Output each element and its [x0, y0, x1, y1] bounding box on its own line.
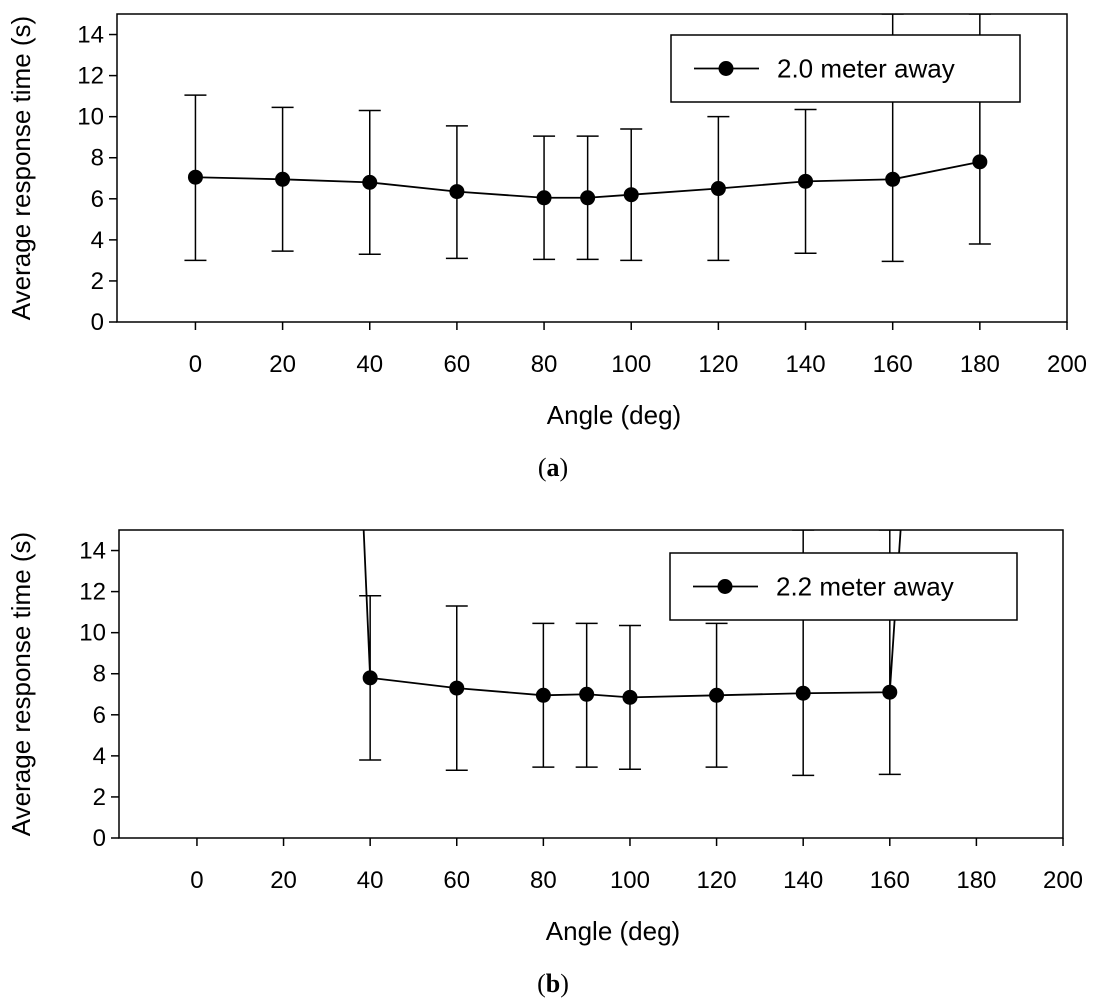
- data-point: [885, 171, 901, 187]
- y-tick-label: 14: [79, 538, 106, 565]
- plot-area: [359, 530, 902, 777]
- data-point: [362, 670, 378, 686]
- y-tick-label: 12: [77, 63, 104, 90]
- x-tick-label: 120: [698, 351, 738, 378]
- legend-marker: [717, 579, 733, 594]
- panel-label: (b): [537, 969, 569, 998]
- y-tick-label: 8: [93, 661, 106, 688]
- x-tick-label: 0: [189, 351, 202, 378]
- plot-frame: [116, 13, 1068, 323]
- data-point: [795, 685, 811, 701]
- data-point: [623, 187, 639, 203]
- panel-label-close: ): [560, 453, 569, 482]
- x-tick-label: 60: [443, 867, 470, 894]
- data-point: [579, 686, 595, 702]
- y-tick-label: 14: [77, 22, 104, 49]
- y-tick-label: 8: [91, 145, 104, 172]
- x-tick-label: 40: [356, 351, 383, 378]
- y-tick-label: 6: [93, 702, 106, 729]
- x-tick-label: 100: [610, 867, 650, 894]
- panel-label-open: (: [537, 969, 546, 998]
- panel-label-letter: b: [546, 969, 560, 998]
- series-line: [362, 530, 902, 699]
- panel-label-close: ): [560, 969, 569, 998]
- legend-marker: [718, 61, 734, 76]
- y-tick-label: 2: [91, 268, 104, 295]
- y-tick-label: 0: [91, 309, 104, 336]
- x-tick-label: 120: [697, 867, 737, 894]
- plot-frame: [118, 529, 1064, 839]
- panel-label-open: (: [538, 453, 547, 482]
- y-tick-label: 0: [93, 825, 106, 852]
- legend: 2.0 meter away: [670, 34, 1021, 103]
- x-tick-label: 100: [611, 351, 651, 378]
- legend-label: 2.0 meter away: [777, 54, 955, 84]
- data-point: [535, 687, 551, 703]
- y-axis-title: Average response time (s): [6, 16, 36, 320]
- x-axis-title: Angle (deg): [547, 400, 681, 430]
- data-point: [798, 173, 814, 189]
- data-point: [622, 689, 638, 705]
- x-tick-label: 160: [870, 867, 910, 894]
- panel-label-letter: a: [547, 453, 560, 482]
- x-tick-label: 40: [357, 867, 384, 894]
- data-point: [709, 687, 725, 703]
- data-point: [275, 171, 291, 187]
- x-tick-label: 80: [530, 867, 557, 894]
- plot-area: [184, 14, 991, 263]
- x-tick-label: 80: [531, 351, 558, 378]
- y-tick-label: 12: [79, 579, 106, 606]
- y-tick-label: 4: [93, 743, 106, 770]
- x-tick-label: 180: [956, 867, 996, 894]
- data-point: [580, 190, 596, 206]
- x-tick-label: 20: [270, 867, 297, 894]
- x-tick-label: 140: [783, 867, 823, 894]
- x-tick-label: 60: [444, 351, 471, 378]
- panel-label: (a): [538, 453, 568, 482]
- data-point: [536, 190, 552, 206]
- x-tick-label: 0: [190, 867, 203, 894]
- x-tick-label: 200: [1047, 351, 1087, 378]
- y-tick-label: 4: [91, 227, 104, 254]
- data-point: [362, 174, 378, 190]
- data-point: [710, 181, 726, 197]
- y-tick-label: 6: [91, 186, 104, 213]
- y-tick-label: 10: [77, 104, 104, 131]
- x-tick-label: 20: [269, 351, 296, 378]
- x-tick-label: 160: [873, 351, 913, 378]
- data-point: [972, 154, 988, 170]
- x-tick-label: 140: [786, 351, 826, 378]
- data-point: [187, 169, 203, 185]
- data-point: [449, 680, 465, 696]
- legend: 2.2 meter away: [669, 552, 1018, 621]
- x-tick-label: 180: [960, 351, 1000, 378]
- data-point: [449, 184, 465, 200]
- data-point: [882, 684, 898, 700]
- y-tick-label: 10: [79, 620, 106, 647]
- x-axis-title: Angle (deg): [546, 916, 680, 946]
- legend-label: 2.2 meter away: [776, 572, 954, 602]
- y-tick-label: 2: [93, 784, 106, 811]
- x-tick-label: 200: [1043, 867, 1083, 894]
- y-axis-title: Average response time (s): [6, 532, 36, 836]
